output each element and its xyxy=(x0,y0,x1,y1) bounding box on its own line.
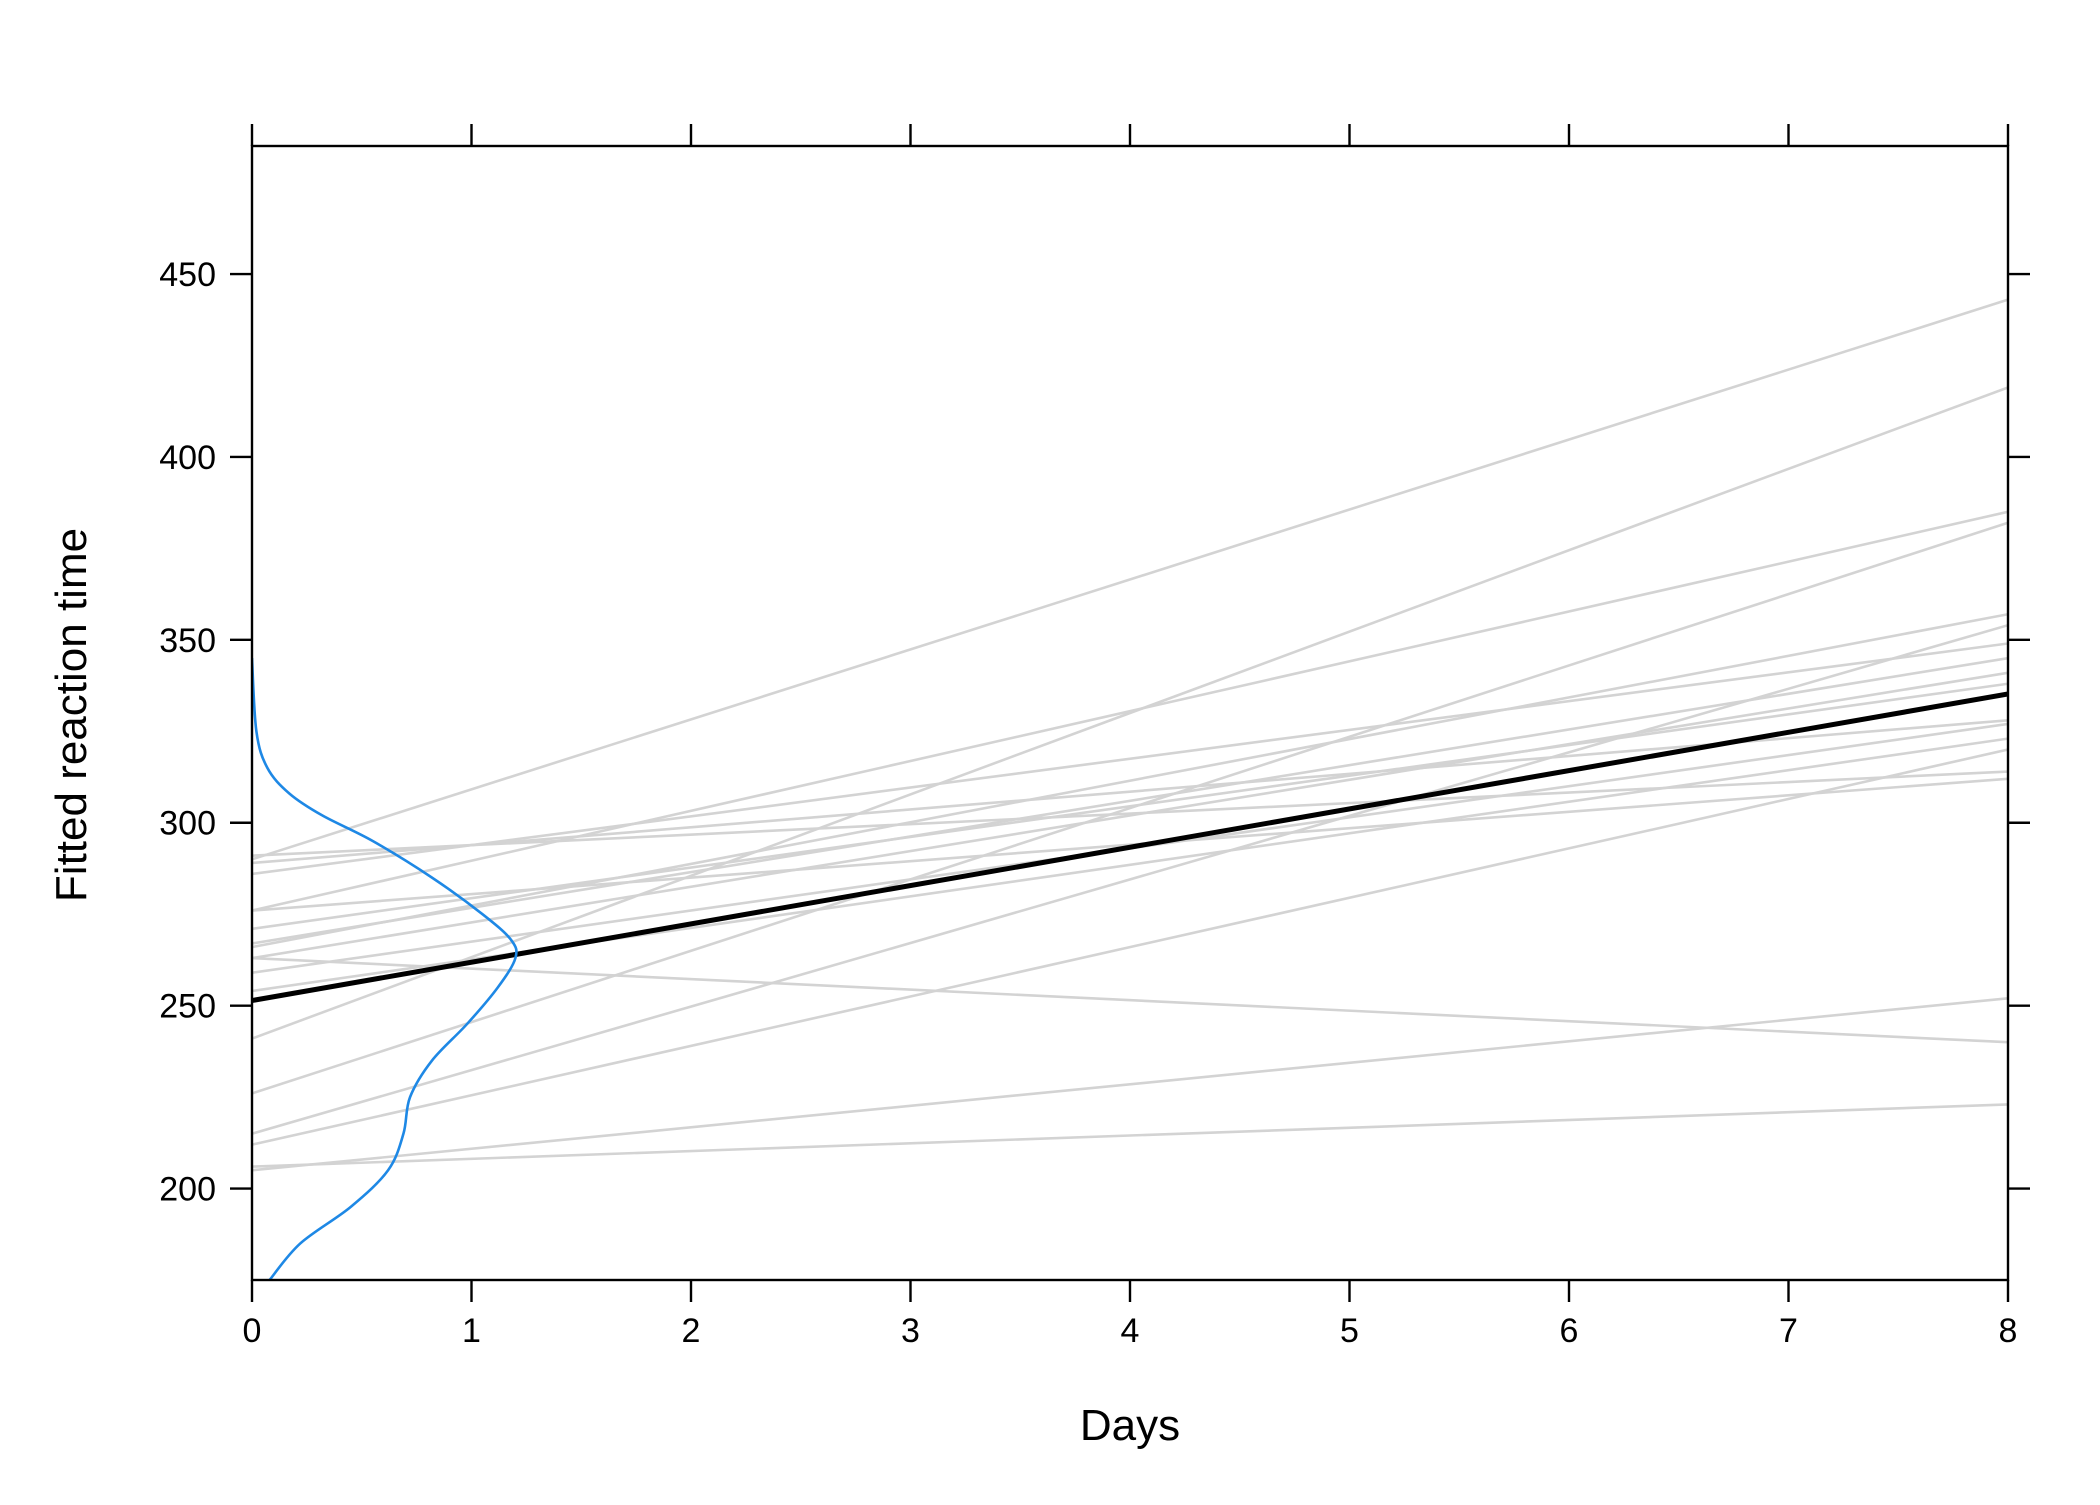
density-curve-group xyxy=(252,658,518,1280)
x-tick-label-6: 6 xyxy=(1560,1312,1579,1350)
x-axis-title: Days xyxy=(1080,1401,1180,1450)
subject-line-6 xyxy=(252,623,2008,1135)
subject-line-7 xyxy=(252,642,2008,876)
mean-line-group xyxy=(252,691,2008,1003)
x-tick-label-4: 4 xyxy=(1121,1312,1140,1350)
y-axis-title: Fitted reaction time xyxy=(47,528,96,902)
x-tick-label-7: 7 xyxy=(1779,1312,1798,1350)
subject-line-3 xyxy=(252,510,2008,912)
subject-line-2 xyxy=(252,386,2008,1040)
subject-line-14 xyxy=(252,748,2008,1146)
subject-lines-group xyxy=(252,298,2008,1172)
x-tick-label-1: 1 xyxy=(462,1312,481,1350)
y-tick-label-400: 400 xyxy=(159,439,216,477)
axes-group: 0 1 2 3 4 5 6 7 8 200 250 300 350 400 450 xyxy=(159,124,2030,1350)
subject-line-4 xyxy=(252,521,2008,1095)
y-tick-label-450: 450 xyxy=(159,256,216,294)
subject-line-8 xyxy=(252,656,2008,945)
intercept-density-curve xyxy=(252,658,518,1280)
x-tick-label-5: 5 xyxy=(1340,1312,1359,1350)
mean-fit-line xyxy=(252,691,2008,1003)
subject-line-5 xyxy=(252,612,2008,949)
y-tick-label-300: 300 xyxy=(159,805,216,843)
subject-line-16 xyxy=(252,777,2008,912)
y-tick-label-350: 350 xyxy=(159,622,216,660)
y-tick-label-250: 250 xyxy=(159,988,216,1026)
y-tick-label-200: 200 xyxy=(159,1171,216,1209)
x-tick-label-2: 2 xyxy=(682,1312,701,1350)
x-tick-label-0: 0 xyxy=(243,1312,262,1350)
subject-line-1 xyxy=(252,298,2008,861)
subject-line-15 xyxy=(252,770,2008,857)
subject-line-9 xyxy=(252,671,2008,960)
subject-line-18 xyxy=(252,956,2008,1044)
subject-line-19 xyxy=(252,1103,2008,1168)
x-tick-label-3: 3 xyxy=(901,1312,920,1350)
x-tick-label-8: 8 xyxy=(1999,1312,2018,1350)
